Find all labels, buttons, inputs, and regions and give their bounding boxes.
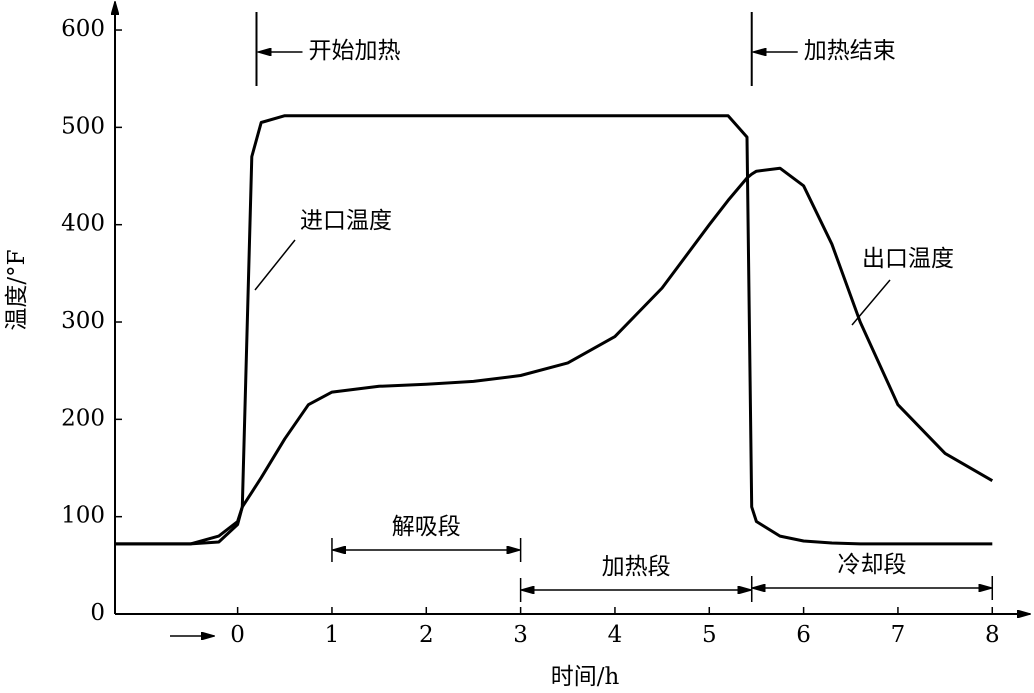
x-tick-label: 3 (513, 622, 528, 648)
y-tick-label: 300 (61, 308, 105, 334)
x-tick-label: 0 (230, 622, 245, 648)
series-label: 出口温度 (862, 246, 954, 272)
event-label: 开始加热 (308, 38, 400, 64)
event-label: 加热结束 (804, 38, 896, 64)
x-axis-label: 时间/h (551, 664, 620, 690)
x-tick-label: 4 (608, 622, 623, 648)
x-tick-label: 6 (796, 622, 811, 648)
span-label: 解吸段 (392, 514, 461, 540)
x-tick-label: 8 (985, 622, 1000, 648)
x-tick-label: 5 (702, 622, 717, 648)
x-tick-label: 1 (325, 622, 340, 648)
y-tick-label: 200 (61, 405, 105, 431)
series-line (115, 114, 993, 546)
span-label: 冷却段 (837, 552, 906, 578)
series-line (115, 166, 994, 546)
y-axis-label: 温度/°F (4, 249, 30, 330)
y-tick-label: 600 (61, 16, 105, 42)
leader-line (254, 239, 296, 291)
x-tick-label: 7 (891, 622, 906, 648)
y-tick-label: 400 (61, 211, 105, 237)
x-tick-label: 2 (419, 622, 434, 648)
span-label: 加热段 (602, 554, 671, 580)
y-tick-label: 100 (61, 503, 105, 529)
leader-line (851, 279, 891, 326)
y-tick-label: 0 (90, 600, 105, 626)
series-label: 进口温度 (300, 208, 392, 234)
y-tick-label: 500 (61, 113, 105, 139)
